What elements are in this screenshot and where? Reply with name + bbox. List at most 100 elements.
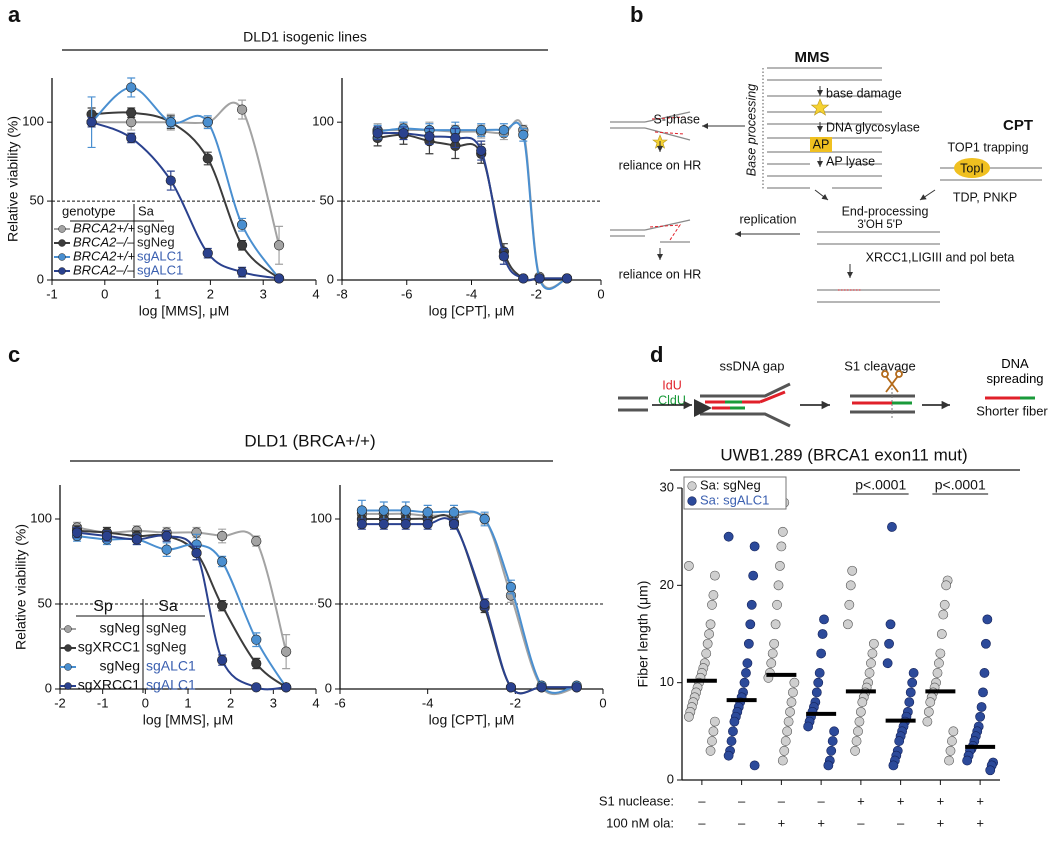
label: reliance on HR [619,267,702,281]
data-point [236,104,248,115]
legend-label: sgNeg [137,220,175,235]
data-point [962,755,973,766]
label: ssDNA gap [719,358,784,373]
condition-value: + [897,793,905,808]
legend-swatch [687,496,697,506]
data-point [202,153,213,164]
data-point [161,530,172,542]
annotation: p<.0001 [935,477,986,493]
condition-value: + [937,815,945,830]
condition-value: + [937,793,945,808]
data-point [907,677,918,688]
label: CPT [1003,117,1033,134]
label: reliance on HR [619,158,702,172]
fit-curve [361,511,577,696]
data-point [281,682,292,693]
data-point [161,544,172,555]
x-tick-label: 0 [597,286,604,301]
damage-star [810,98,830,116]
data-point [356,505,368,516]
label: MMS [795,49,830,66]
label-box: DNA spreading [986,356,1044,386]
data-point [813,677,824,688]
legend-label: sgNeg [146,639,186,655]
x-tick-label: -4 [466,286,478,301]
legend-header: genotype [62,203,116,218]
y-tick-label: 10 [660,674,674,689]
data-point [356,518,368,530]
data-point [866,658,876,669]
data-point [842,619,853,630]
data-point [709,716,720,727]
condition-value: – [897,815,905,830]
x-tick-label: 1 [154,286,161,301]
data-point [829,726,840,737]
data-point [251,682,262,693]
legend-swatch [58,253,66,261]
y-axis-label: Fiber length (μm) [635,581,651,688]
data-point [788,687,798,698]
data-point [786,697,797,708]
data-point [868,638,879,649]
label: XRCC1,LIGIII and pol beta [866,250,1015,264]
label: DNA spreading [986,356,1044,386]
legend-label: BRCA2–/– [73,262,135,277]
data-point [281,646,292,657]
data-point [739,677,750,688]
data-point [884,638,894,649]
data-point [850,745,860,756]
label: DNA glycosylase [826,120,920,134]
condition-value: + [976,815,984,830]
y-tick-label: 50 [318,595,332,610]
data-point [705,619,716,630]
y-tick-label: 20 [660,577,674,592]
data-point [236,219,248,230]
data-point [723,750,734,761]
data-point [708,590,719,600]
x-axis-label: log [CPT], μM [429,303,515,319]
data-point [851,736,862,746]
data-point [236,267,248,278]
data-point [707,599,717,610]
legend-header: Sa [158,598,178,615]
data-point [888,760,899,771]
legend-swatch [58,225,66,233]
data-point [571,682,582,693]
data-point [561,273,573,284]
data-point [789,677,800,688]
data-point [701,648,712,659]
top1 [954,158,990,178]
data-point [979,668,990,678]
data-point [743,638,754,649]
label: 3'OH 5'P [857,219,903,231]
data-point [728,726,738,737]
x-axis-label: log [MMS], μM [139,303,230,319]
chart-title: UWB1.289 (BRCA1 exon11 mut) [720,445,967,464]
data-point [748,570,759,581]
data-point [857,697,868,708]
y-tick-label: 50 [320,193,334,208]
legend-header: Sp [93,598,113,615]
label: End-processing [842,204,929,218]
x-tick-label: 0 [101,286,108,301]
data-point [749,760,760,771]
data-point [372,128,383,139]
data-point [479,513,490,525]
data-point [885,619,896,630]
data-point [864,668,875,678]
data-point [777,755,788,766]
data-point [273,240,285,251]
data-point [236,240,248,251]
data-point [978,687,988,698]
y-tick-label: 100 [310,510,332,525]
data-point [749,541,760,552]
data-point [894,736,905,746]
y-tick-label: 100 [312,114,334,129]
data-point [726,736,737,746]
data-point [783,716,794,727]
data-point [126,82,137,93]
label: Shorter fiber [976,403,1048,418]
legend-label: sgNeg [100,620,140,636]
data-point [925,697,936,708]
